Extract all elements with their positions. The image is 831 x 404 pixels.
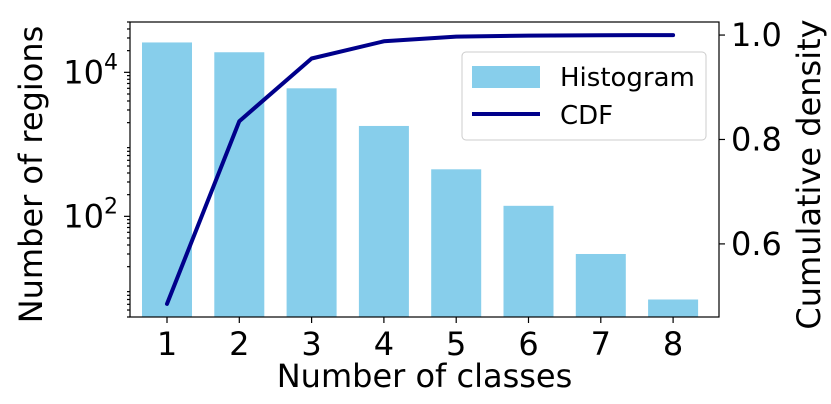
legend-label-cdf: CDF <box>560 101 613 131</box>
x-axis-ticks: 1 2 3 4 5 6 7 8 <box>157 317 683 363</box>
y-right-tick-label: 0.6 <box>731 225 782 263</box>
x-tick-label: 3 <box>301 325 321 363</box>
x-tick-label: 4 <box>374 325 394 363</box>
x-tick-label: 6 <box>518 325 538 363</box>
legend-label-histogram: Histogram <box>560 63 695 93</box>
histogram-bar <box>575 253 626 317</box>
y-right-axis-title: Cumulative density <box>790 19 828 329</box>
cdf-line <box>165 33 676 306</box>
y-left-tick-label: 102 <box>63 194 118 235</box>
x-tick-label: 7 <box>591 325 611 363</box>
x-tick-label: 5 <box>446 325 466 363</box>
legend: Histogram CDF <box>461 51 707 141</box>
histogram-bar <box>358 125 409 318</box>
bars-group <box>142 42 699 318</box>
cdf-line-group <box>165 33 676 306</box>
x-tick-label: 2 <box>229 325 249 363</box>
histogram-bar <box>503 205 554 317</box>
y-left-axis-title: Number of regions <box>12 26 50 324</box>
y-right-axis-ticks: 0.6 0.8 1.0 <box>719 16 782 263</box>
legend-swatch-histogram <box>472 66 540 88</box>
y-left-axis-ticks: 102 104 <box>63 21 130 318</box>
y-left-tick-label: 104 <box>63 50 118 91</box>
histogram-bar <box>214 52 265 318</box>
y-right-tick-label: 0.8 <box>731 120 782 158</box>
x-tick-label: 8 <box>663 325 683 363</box>
histogram-bar <box>286 88 337 317</box>
plot-frame <box>129 21 720 318</box>
y-right-tick-label: 1.0 <box>731 16 782 54</box>
histogram-bar <box>142 42 192 318</box>
histogram-bar <box>431 169 482 317</box>
x-axis-title: Number of classes <box>277 357 573 395</box>
x-tick-label: 1 <box>157 325 177 363</box>
histogram-bar <box>648 299 699 317</box>
